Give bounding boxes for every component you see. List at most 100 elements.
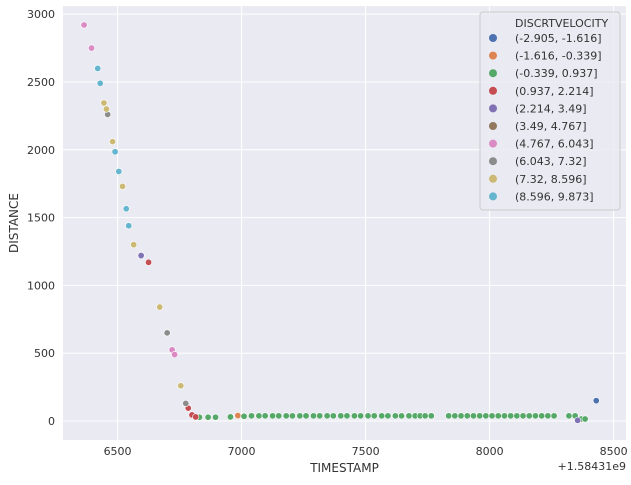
data-point [384,412,392,420]
legend-box [479,11,621,211]
data-point [247,412,255,420]
data-point [204,413,212,421]
data-point [115,167,123,175]
y-tick-label: 2500 [27,76,55,89]
legend-entry-label: (-1.616, -0.339] [515,50,602,63]
data-point [398,412,406,420]
data-point [519,412,527,420]
data-point [378,412,386,420]
data-points [80,21,600,424]
legend-entry-label: (8.596, 9.873] [515,190,594,203]
legend-title: DISCRTVELOCITY [515,17,608,30]
data-point [337,412,345,420]
x-axis-ticks: 6500 7000 7500 8000 8500 [104,445,628,458]
legend-entry-label: (3.49, 4.767] [515,120,587,133]
legend: DISCRTVELOCITY (-2.905, -1.616] (-1.616, … [479,11,621,211]
legend-marker [489,51,497,60]
data-point [275,412,283,420]
data-point [451,412,459,420]
legend-marker [489,157,497,166]
data-point [102,105,110,113]
data-point [370,412,378,420]
legend-entry-label: (2.214, 3.49] [515,102,587,115]
data-point [494,412,502,420]
y-tick-label: 500 [34,347,55,360]
data-point [88,44,96,52]
legend-marker [489,34,497,42]
data-point [500,412,508,420]
data-point [282,412,290,420]
data-point [96,79,104,87]
data-point [171,351,179,359]
x-axis-offset-label: +1.58431e9 [558,460,626,473]
legend-marker [489,122,497,130]
y-tick-label: 3000 [27,8,55,21]
data-point [192,413,200,421]
data-point [111,148,119,156]
data-point [531,412,539,420]
data-point [329,412,337,420]
y-tick-label: 2000 [27,144,55,157]
data-point [364,412,372,420]
data-point [592,397,600,405]
legend-entry-label: (-0.339, 0.937] [515,67,598,80]
data-point [182,399,190,407]
y-axis-label: DISTANCE [7,193,21,253]
legend-entry-label: (6.043, 7.32] [515,155,587,168]
legend-entry-label: (4.767, 6.043] [515,138,594,151]
x-tick-label: 6500 [104,445,132,458]
data-point [255,412,263,420]
y-tick-label: 1000 [27,279,55,292]
data-point [125,222,133,230]
data-point [269,412,277,420]
data-point [405,412,413,420]
data-point [316,412,324,420]
data-point [457,412,465,420]
data-point [323,412,331,420]
data-point [421,412,429,420]
data-point [109,138,117,146]
data-point [550,412,558,420]
data-point [177,382,185,390]
data-point [226,413,234,421]
data-point [122,205,130,213]
data-point [145,258,153,266]
data-point [350,412,358,420]
data-point [357,412,365,420]
data-point [137,252,145,260]
legend-entry-label: (7.32, 8.596] [515,173,587,186]
data-point [80,21,88,29]
data-point [163,329,171,337]
legend-entry-label: (-2.905, -1.616] [515,32,602,45]
data-point [574,416,582,424]
x-axis-label: TIMESTAMP [309,461,379,475]
data-point [463,412,471,420]
data-point [240,412,248,420]
data-point [119,182,127,190]
data-point [525,412,533,420]
legend-marker [489,174,497,183]
data-point [427,412,435,420]
data-point [544,412,552,420]
x-tick-label: 8500 [600,445,628,458]
data-point [488,412,496,420]
data-point [565,412,573,420]
legend-marker [489,69,497,78]
data-point [94,64,102,72]
data-point [130,241,138,249]
data-point [261,412,269,420]
data-point [302,412,310,420]
y-tick-label: 1500 [27,212,55,225]
legend-marker [489,86,497,95]
data-point [100,99,108,107]
data-point [513,412,521,420]
data-point [391,412,399,420]
data-point [507,412,515,420]
legend-marker [489,104,497,113]
legend-marker [489,139,497,148]
legend-marker [489,192,497,201]
data-point [581,415,589,423]
data-point [343,412,351,420]
data-point [476,412,484,420]
